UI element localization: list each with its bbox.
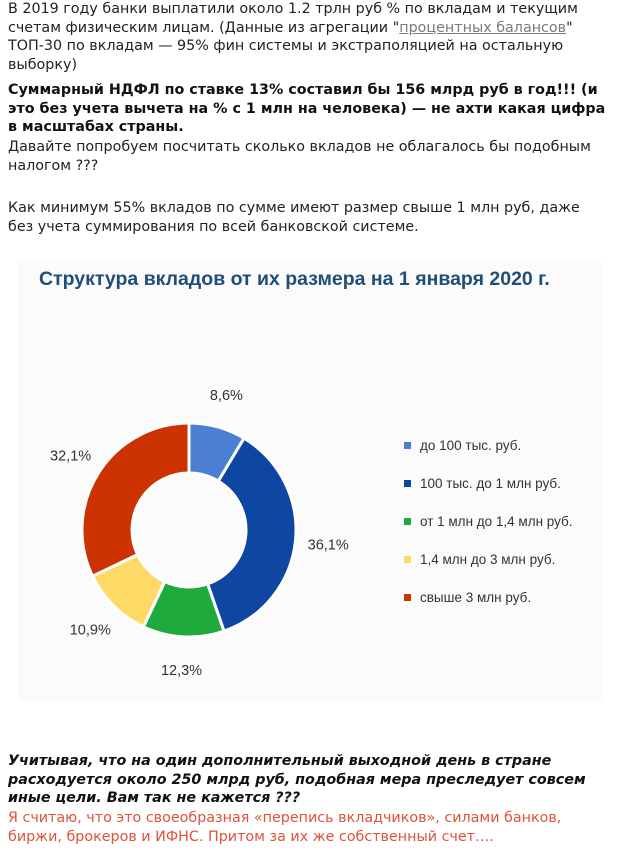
- opinion-paragraph: Я считаю, что это своеобразная «перепись…: [8, 810, 562, 845]
- slice-value-label-5: 32,1%: [50, 448, 91, 464]
- interest-balances-link[interactable]: процентных балансов: [399, 19, 567, 36]
- legend-swatch-2: [404, 480, 411, 487]
- legend-label-4: 1,4 млн до 3 млн руб.: [420, 552, 555, 567]
- deposit-structure-chart: Структура вкладов от их размера на 1 янв…: [18, 262, 602, 702]
- tax-summary-paragraph: Суммарный НДФЛ по ставке 13% составил бы…: [8, 82, 606, 135]
- legend-label-3: от 1 млн до 1,4 млн руб.: [420, 514, 573, 529]
- donut-chart-svg: 8,6% 36,1% 12,3% 10,9% 32,1% до 100 тыс. руб.…: [50, 388, 573, 679]
- slice-value-label-1: 8,6%: [210, 388, 243, 404]
- intro-paragraph-1: В 2019 году банки выплатили около 1.2 тр…: [8, 0, 608, 74]
- legend-swatch-3: [404, 518, 411, 525]
- donut-slice-2: [205, 436, 298, 634]
- chart-title: Структура вкладов от их размера на 1 янв…: [39, 268, 550, 290]
- intro-text-before-link: В 2019 году банки выплатили около 1.2 тр…: [8, 1, 578, 36]
- deposits-share-paragraph: Как минимум 55% вкладов по сумме имеют р…: [8, 200, 580, 235]
- legend-label-2: 100 тыс. до 1 млн руб.: [420, 476, 561, 491]
- legend-label-1: до 100 тыс. руб.: [420, 438, 521, 453]
- conclusion-paragraph: Учитывая, что на один дополнительный вых…: [8, 753, 586, 806]
- slice-value-label-3: 12,3%: [161, 663, 202, 679]
- slice-value-label-4: 10,9%: [70, 622, 111, 638]
- slice-value-label-2: 36,1%: [308, 538, 349, 554]
- donut-slice-5: [80, 421, 191, 579]
- question-paragraph: Давайте попробуем посчитать сколько вкла…: [8, 139, 591, 174]
- legend-swatch-4: [404, 556, 411, 563]
- intro-text-after-link: " ТОП-30 по вкладам — 95% фин системы и …: [8, 19, 573, 73]
- legend-swatch-5: [404, 594, 411, 601]
- legend-label-5: свыше 3 млн руб.: [420, 590, 531, 605]
- legend-swatch-1: [404, 442, 411, 449]
